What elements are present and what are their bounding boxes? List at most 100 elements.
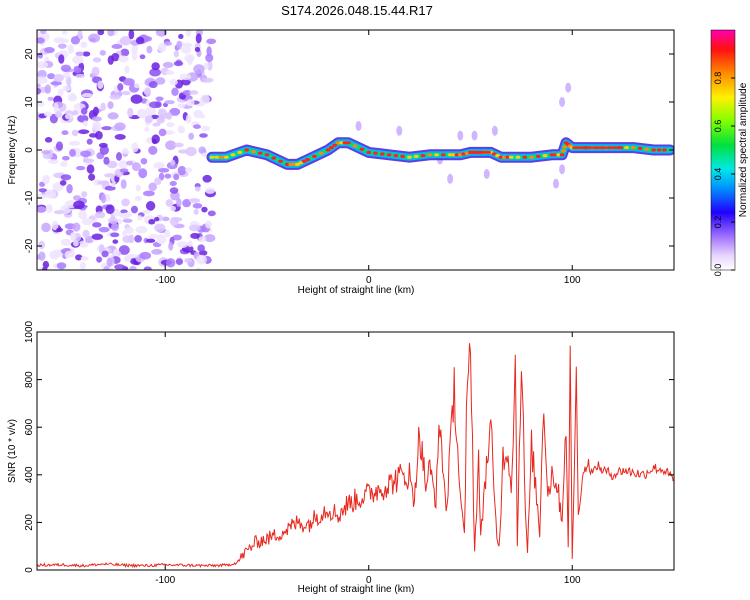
x-tick-label: 100 bbox=[564, 575, 581, 586]
noise-blob bbox=[154, 216, 160, 222]
noise-blob bbox=[139, 54, 146, 60]
noise-blob bbox=[199, 133, 208, 138]
noise-blob bbox=[61, 130, 69, 136]
noise-blob bbox=[37, 254, 42, 260]
noise-blob bbox=[207, 210, 216, 217]
ridge-hotspot bbox=[559, 153, 565, 157]
noise-blob bbox=[128, 234, 135, 244]
noise-blob bbox=[91, 233, 104, 240]
noise-blob bbox=[169, 187, 179, 194]
noise-blob bbox=[107, 101, 114, 109]
noise-blob bbox=[202, 174, 212, 183]
noise-blob bbox=[131, 142, 139, 153]
noise-blob bbox=[82, 229, 90, 239]
noise-blob bbox=[176, 241, 188, 249]
ridge-hotspot bbox=[656, 148, 662, 152]
ridge-hotspot bbox=[468, 150, 473, 154]
x-tick-label: 0 bbox=[366, 275, 372, 286]
ridge-hotspot bbox=[345, 141, 351, 145]
noise-blob bbox=[188, 198, 201, 203]
y-tick-label: -20 bbox=[24, 238, 35, 253]
noise-blob bbox=[68, 140, 81, 146]
noise-blob bbox=[182, 89, 192, 96]
noise-blob bbox=[148, 81, 158, 89]
noise-blob bbox=[92, 57, 102, 63]
noise-blob bbox=[88, 33, 101, 43]
noise-blob bbox=[122, 218, 133, 223]
ridge-hotspot bbox=[630, 146, 636, 150]
ridge-hotspot bbox=[214, 155, 220, 159]
noise-blob bbox=[158, 128, 167, 137]
noise-blob bbox=[123, 255, 132, 262]
noise-blob bbox=[60, 238, 72, 246]
noise-blob bbox=[79, 261, 86, 270]
noise-blob bbox=[37, 206, 47, 214]
noise-blob bbox=[37, 76, 48, 84]
noise-blob bbox=[188, 132, 195, 140]
noise-blob bbox=[75, 51, 84, 57]
noise-blob bbox=[185, 114, 192, 124]
noise-blob bbox=[103, 266, 110, 270]
noise-blob bbox=[107, 30, 115, 37]
noise-blob bbox=[124, 65, 130, 74]
noise-blob bbox=[72, 109, 79, 116]
page-title: S174.2026.048.15.44.R17 bbox=[281, 3, 433, 18]
noise-blob bbox=[483, 169, 490, 179]
noise-blob bbox=[91, 116, 102, 122]
colorbar: 0.0 0.2 0.4 0.6 0.8 Normalized spectral ampl… bbox=[710, 29, 749, 276]
noise-blob bbox=[58, 38, 69, 44]
signal-ridge bbox=[206, 137, 674, 170]
ridge-hotspot bbox=[379, 152, 385, 156]
noise-blob bbox=[62, 72, 71, 79]
noise-blob bbox=[40, 30, 47, 35]
noise-blob bbox=[110, 232, 120, 238]
spectrogram-y-axis: -20 -10 0 10 20 bbox=[24, 48, 674, 253]
noise-blob bbox=[559, 164, 566, 175]
noise-blob bbox=[41, 222, 51, 233]
ridge-hotspot bbox=[318, 151, 324, 155]
noise-blob bbox=[156, 116, 165, 124]
y-tick-label: 20 bbox=[24, 48, 35, 60]
ridge-hotspot bbox=[447, 153, 453, 157]
noise-blob bbox=[37, 37, 45, 44]
noise-blob bbox=[37, 101, 45, 107]
ridge-hotspot bbox=[624, 146, 629, 150]
noise-blob bbox=[134, 234, 142, 243]
noise-blob bbox=[161, 216, 170, 222]
noise-blob bbox=[61, 30, 68, 35]
noise-blob bbox=[42, 266, 48, 270]
noise-blob bbox=[121, 198, 130, 207]
noise-blob bbox=[168, 241, 174, 251]
noise-blob bbox=[80, 256, 89, 261]
noise-blob bbox=[44, 84, 52, 94]
noise-blob bbox=[169, 205, 176, 212]
ridge-hotspot bbox=[556, 153, 562, 157]
ridge-hotspot bbox=[561, 149, 566, 153]
noise-blob bbox=[95, 211, 106, 219]
ridge-hotspot bbox=[298, 161, 304, 165]
ridge-hotspot bbox=[451, 153, 456, 157]
noise-blob bbox=[177, 165, 187, 176]
colorbar-tick-label: 0.2 bbox=[713, 216, 723, 229]
noise-blob bbox=[118, 245, 130, 255]
noise-blob bbox=[124, 226, 134, 235]
ridge-hotspot bbox=[291, 162, 297, 166]
noise-blob bbox=[155, 77, 166, 85]
noise-blob bbox=[55, 141, 64, 151]
noise-blob bbox=[97, 80, 104, 89]
noise-blob bbox=[193, 209, 199, 215]
noise-blob bbox=[179, 73, 192, 81]
snr-x-axis: -100 0 100 bbox=[155, 332, 581, 586]
ridge-hotspot bbox=[312, 154, 317, 158]
ridge-hotspot bbox=[332, 143, 338, 147]
ridge-hotspot bbox=[440, 153, 446, 157]
ridge-hotspot bbox=[434, 153, 439, 157]
noise-blob bbox=[74, 66, 82, 74]
noise-blob bbox=[136, 108, 148, 119]
noise-blob bbox=[60, 64, 71, 72]
snr-y-axis: 0 200 400 600 800 1000 bbox=[24, 320, 674, 573]
ridge-hotspot bbox=[637, 146, 643, 150]
noise-blob bbox=[125, 160, 134, 166]
colorbar-gradient bbox=[710, 29, 736, 271]
noise-blob bbox=[86, 164, 95, 174]
